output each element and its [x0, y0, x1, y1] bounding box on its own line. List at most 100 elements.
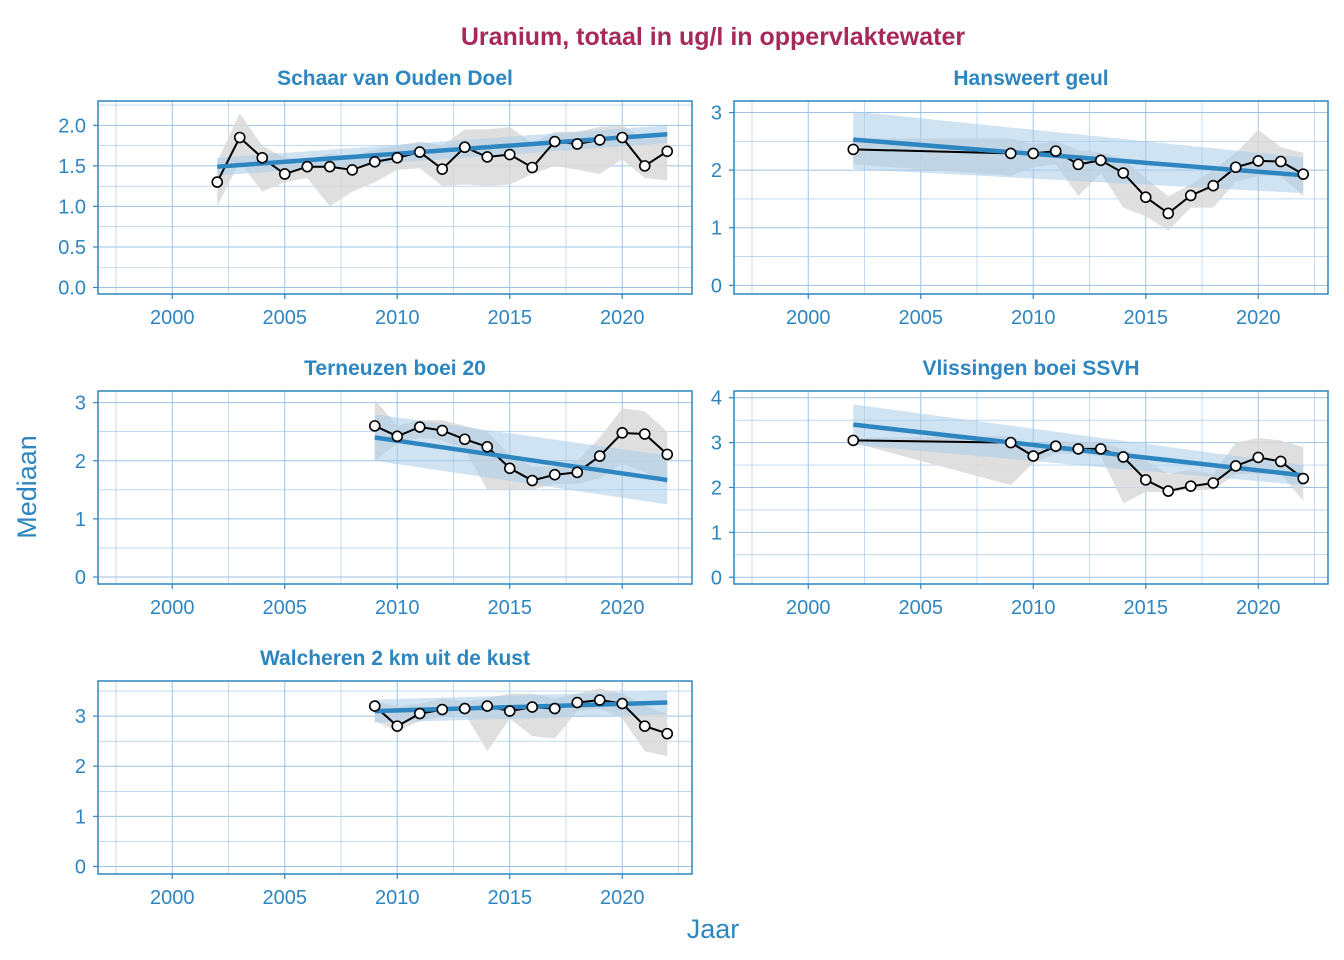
data-point [301, 160, 314, 173]
x-tick-label: 2015 [488, 597, 533, 619]
trend-confidence-band [853, 111, 1304, 194]
y-tick-label: 2.0 [58, 115, 86, 137]
y-tick-label: 1 [711, 218, 722, 240]
data-point [571, 696, 584, 709]
data-point [616, 697, 629, 710]
data-point [1139, 191, 1152, 204]
plot-area [847, 404, 1310, 504]
data-point [481, 151, 494, 163]
data-point [1162, 207, 1175, 220]
x-tick-label: 2020 [600, 597, 645, 619]
data-point [413, 421, 426, 433]
x-tick-label: 2015 [488, 887, 533, 909]
x-tick-label: 2005 [263, 597, 308, 619]
data-point [548, 702, 561, 715]
y-tick-label: 3 [711, 433, 722, 455]
data-point [593, 134, 606, 146]
y-tick-label: 1 [75, 806, 86, 828]
data-point [481, 441, 494, 453]
y-tick-label: 0.0 [58, 278, 86, 300]
x-tick-label: 2015 [488, 307, 533, 329]
y-tick-label: 0 [75, 856, 86, 878]
data-point [593, 694, 606, 706]
data-point [1207, 477, 1220, 489]
x-tick-label: 2005 [899, 597, 944, 619]
panel-2: 2000 2005 2010 2015 2020 0 1 2 3 Hansweert geul [711, 67, 1329, 329]
figure-title: Uranium, totaal in ug/l in oppervlaktewa… [461, 23, 966, 51]
data-point [638, 160, 651, 172]
data-point [661, 145, 674, 158]
x-tick-label: 2010 [375, 597, 420, 619]
data-point [481, 700, 494, 712]
data-point [413, 707, 426, 720]
data-point [436, 424, 449, 437]
y-tick-label: 3 [75, 393, 86, 415]
data-point [1252, 155, 1265, 167]
trend-line [853, 137, 1304, 178]
y-tick-label: 0 [711, 275, 722, 297]
data-point [1117, 451, 1130, 463]
data-point [1139, 474, 1152, 486]
plot-area [211, 113, 674, 207]
data-point [1162, 485, 1175, 497]
panel-1: 2000 2005 2010 2015 2020 0.0 0.5 1.0 1.5 2.0 Schaa… [58, 67, 693, 329]
data-point [503, 462, 516, 475]
trend-line [374, 435, 668, 483]
x-tick-label: 2010 [1011, 307, 1056, 329]
x-tick-label: 2005 [263, 307, 308, 329]
data-point [593, 450, 606, 462]
data-point [1252, 451, 1265, 464]
y-tick-label: 2 [711, 478, 722, 500]
data-point [1274, 155, 1287, 168]
data-point [256, 151, 269, 164]
data-point [323, 160, 336, 173]
panels: 2000 2005 2010 2015 20200.00.51.01.52.0Schaa… [58, 67, 1329, 909]
x-tick-label: 2020 [1236, 597, 1281, 619]
x-tick-label: 2000 [150, 887, 195, 909]
data-point [1004, 436, 1017, 449]
panel-border [733, 100, 1329, 295]
x-tick-label: 2020 [600, 307, 645, 329]
panel-border [97, 680, 693, 875]
y-tick-label: 3 [75, 706, 86, 728]
panel-title: Vlissingen boei SSVH [922, 357, 1139, 380]
data-point [548, 135, 561, 148]
data-point [1094, 443, 1107, 455]
data-point [1274, 455, 1287, 468]
data-point [503, 148, 516, 161]
x-tick-label: 2010 [375, 887, 420, 909]
x-tick-label: 2000 [786, 597, 831, 619]
x-axis-title: Jaar [687, 914, 740, 944]
x-tick-label: 2000 [786, 307, 831, 329]
panel-title: Walcheren 2 km uit de kust [260, 647, 530, 670]
data-point [503, 705, 516, 717]
data-point [391, 720, 404, 732]
data-point [1229, 161, 1242, 174]
data-point [1049, 145, 1062, 157]
data-point [368, 420, 381, 432]
x-tick-label: 2005 [899, 307, 944, 329]
data-point [233, 131, 246, 144]
data-point [526, 474, 539, 487]
data-point [638, 720, 651, 732]
y-tick-label: 1.5 [58, 156, 86, 178]
y-tick-label: 0 [75, 567, 86, 589]
data-point [847, 143, 860, 156]
x-tick-label: 2015 [1124, 597, 1169, 619]
panel-title: Schaar van Ouden Doel [277, 67, 513, 90]
x-tick-label: 2010 [1011, 597, 1056, 619]
x-tick-label: 2000 [150, 597, 195, 619]
trend-line [217, 132, 668, 169]
data-point [847, 434, 860, 447]
y-tick-label: 1 [75, 509, 86, 531]
panel-title: Hansweert geul [953, 67, 1108, 90]
data-point [368, 156, 381, 168]
data-point [526, 161, 539, 174]
x-tick-label: 2015 [1124, 307, 1169, 329]
data-point [1229, 460, 1242, 472]
y-tick-label: 2 [75, 756, 86, 778]
panel-title: Terneuzen boei 20 [304, 357, 486, 380]
data-point [526, 701, 539, 713]
data-point [1049, 440, 1062, 453]
